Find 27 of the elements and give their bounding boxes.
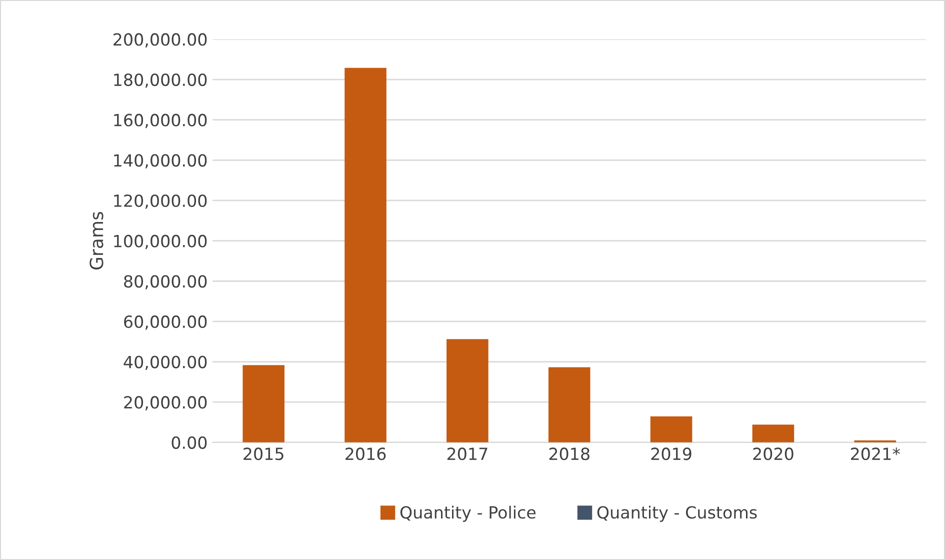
bar <box>446 339 488 442</box>
x-tick-label: 2016 <box>346 448 386 460</box>
y-tick-label: 80,000.00 <box>124 275 207 290</box>
y-tick-label: 120,000.00 <box>114 194 207 209</box>
y-tick-label: 200,000.00 <box>114 33 207 48</box>
y-tick-label: 40,000.00 <box>124 356 207 370</box>
x-tick-label: 2015 <box>244 448 284 460</box>
y-tick-label: 160,000.00 <box>114 114 207 128</box>
bar <box>650 416 692 442</box>
bar <box>752 424 794 442</box>
y-tick-label: 20,000.00 <box>124 396 207 410</box>
y-tick-label: 60,000.00 <box>124 315 207 330</box>
y-tick-label: 100,000.00 <box>114 234 207 250</box>
x-tick-label: 2020 <box>753 448 794 460</box>
x-tick-label: 2018 <box>549 448 590 460</box>
x-tick-label: 2019 <box>651 448 692 460</box>
y-tick-label: 0.00 <box>172 436 207 449</box>
y-tick-label: 140,000.00 <box>114 154 207 168</box>
x-tick-label: 2017 <box>447 448 488 460</box>
bar <box>548 367 590 442</box>
bar <box>344 68 386 442</box>
x-tick-label: 2021* <box>850 448 900 460</box>
y-axis-title: Grams <box>90 212 104 270</box>
bar <box>242 365 284 442</box>
y-tick-label: 180,000.00 <box>114 73 207 88</box>
legend-label: Quantity - Customs <box>597 506 757 522</box>
legend-label: Quantity - Police <box>400 506 536 522</box>
